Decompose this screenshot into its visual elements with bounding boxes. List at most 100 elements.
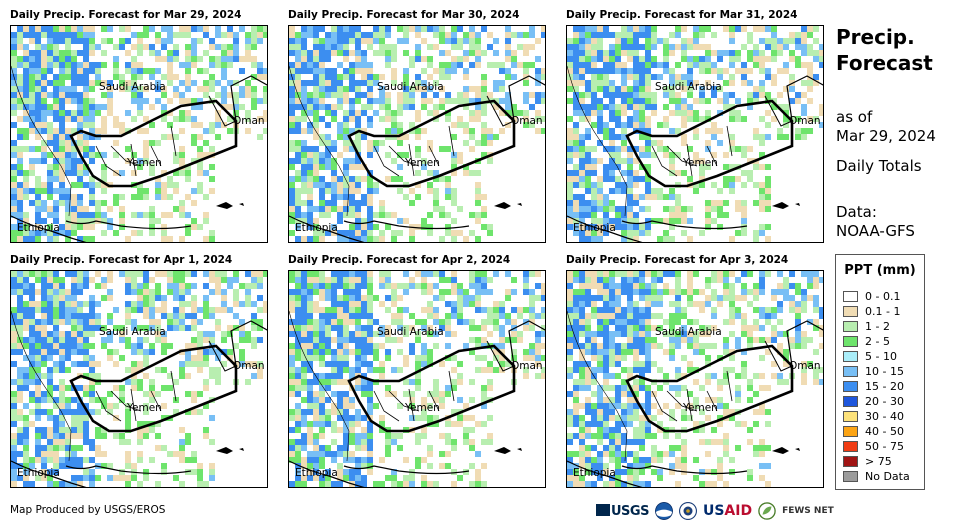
precip-cell — [337, 343, 343, 349]
precip-cell — [681, 307, 687, 313]
precip-cell — [729, 134, 735, 140]
precip-cell — [579, 68, 585, 74]
precip-cell — [301, 236, 307, 242]
precip-cell — [657, 457, 663, 463]
precip-cell — [337, 313, 343, 319]
precip-cell — [615, 68, 621, 74]
precip-cell — [295, 343, 301, 349]
precip-cell — [621, 343, 627, 349]
precip-cell — [53, 313, 59, 319]
precip-cell — [705, 361, 711, 367]
precip-cell — [585, 283, 591, 289]
precip-cell — [439, 104, 445, 110]
precip-cell — [355, 80, 361, 86]
precip-cell — [149, 379, 155, 385]
precip-cell — [191, 140, 197, 146]
precip-cell — [191, 224, 197, 230]
precip-cell — [233, 98, 239, 104]
precip-cell — [17, 170, 23, 176]
precip-cell — [143, 32, 149, 38]
precip-cell — [753, 295, 759, 301]
precip-cell — [349, 182, 355, 188]
precip-cell — [765, 307, 771, 313]
precip-cell — [573, 361, 579, 367]
precip-cell — [735, 445, 741, 451]
precip-cell — [639, 128, 645, 134]
precip-cell — [807, 68, 813, 74]
precip-cell — [173, 242, 179, 243]
precip-cell — [257, 367, 263, 373]
precip-cell — [215, 44, 221, 50]
precip-cell — [289, 212, 295, 218]
precip-cell — [23, 74, 29, 80]
precip-cell — [699, 158, 705, 164]
precip-cell — [17, 74, 23, 80]
precip-cell — [723, 200, 729, 206]
precip-cell — [53, 188, 59, 194]
precip-cell — [107, 463, 113, 469]
precip-cell — [567, 289, 573, 295]
precip-cell — [343, 44, 349, 50]
precip-cell — [505, 271, 511, 277]
precip-cell — [651, 457, 657, 463]
precip-cell — [585, 397, 591, 403]
precip-cell — [457, 307, 463, 313]
precip-cell — [759, 313, 765, 319]
precip-cell — [191, 134, 197, 140]
precip-cell — [155, 307, 161, 313]
precip-cell — [415, 487, 421, 488]
precip-cell — [439, 319, 445, 325]
precip-cell — [17, 158, 23, 164]
precip-cell — [191, 50, 197, 56]
precip-cell — [379, 367, 385, 373]
precip-cell — [759, 62, 765, 68]
country-border — [65, 465, 192, 475]
precip-cell — [209, 38, 215, 44]
precip-cell — [711, 122, 717, 128]
country-label-yemen: Yemen — [682, 157, 718, 169]
precip-cell — [663, 451, 669, 457]
precip-cell — [433, 343, 439, 349]
precip-cell — [29, 98, 35, 104]
precip-cell — [59, 104, 65, 110]
precip-cell — [481, 307, 487, 313]
precip-cell — [475, 242, 481, 243]
precip-cell — [337, 379, 343, 385]
precip-cell — [349, 146, 355, 152]
precip-cell — [71, 110, 77, 116]
precip-cell — [161, 242, 167, 243]
precip-cell — [89, 295, 95, 301]
precip-cell — [53, 421, 59, 427]
precip-cell — [651, 32, 657, 38]
precip-cell — [541, 355, 545, 361]
precip-cell — [17, 152, 23, 158]
precip-cell — [289, 409, 295, 415]
precip-cell — [475, 277, 481, 283]
precip-cell — [65, 271, 71, 277]
precip-cell — [137, 242, 143, 243]
precip-cell — [439, 325, 445, 331]
precip-cell — [711, 62, 717, 68]
precip-cell — [11, 44, 17, 50]
precip-cell — [457, 158, 463, 164]
precip-cell — [657, 38, 663, 44]
precip-cell — [445, 313, 451, 319]
precip-cell — [729, 176, 735, 182]
precip-cell — [421, 104, 427, 110]
precip-cell — [191, 122, 197, 128]
precip-cell — [723, 403, 729, 409]
precip-cell — [343, 212, 349, 218]
precip-cell — [59, 349, 65, 355]
precip-cell — [17, 367, 23, 373]
precip-cell — [325, 277, 331, 283]
precip-cell — [367, 349, 373, 355]
precip-cell — [41, 68, 47, 74]
precip-cell — [573, 421, 579, 427]
precip-cell — [579, 32, 585, 38]
precip-cell — [475, 283, 481, 289]
precip-cell — [427, 140, 433, 146]
precip-cell — [603, 463, 609, 469]
precip-cell — [343, 38, 349, 44]
precip-cell — [621, 62, 627, 68]
precip-cell — [167, 50, 173, 56]
